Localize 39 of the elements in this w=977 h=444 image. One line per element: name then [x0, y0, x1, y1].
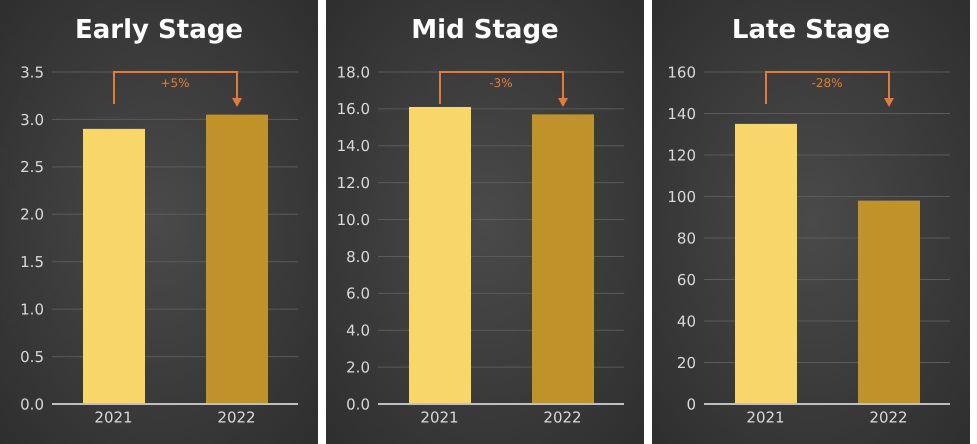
y-tick-label: 0 [686, 395, 696, 414]
y-tick-label: 8.0 [346, 248, 370, 266]
x-tick-label: 2021 [94, 408, 133, 427]
y-tick-label: 3.0 [20, 110, 44, 129]
y-tick-label: 1.5 [20, 253, 44, 272]
y-tick-label: 160 [667, 63, 696, 82]
annotation: +5% [159, 76, 191, 90]
x-tick-label: 2021 [420, 408, 459, 427]
y-tick-label: 16.0 [336, 100, 370, 118]
y-tick-label: 60 [676, 270, 696, 289]
y-tick-label: 20 [676, 354, 696, 372]
annotation: -28% [810, 76, 844, 90]
x-tick-label: 2022 [543, 408, 582, 427]
x-tick-label: 2022 [217, 408, 256, 427]
annotation: -3% [488, 76, 514, 90]
y-tick-label: 18.0 [336, 63, 370, 82]
y-tick-label: 10.0 [336, 210, 370, 229]
y-tick-label: 14.0 [336, 137, 370, 156]
y-tick-label: 3.5 [20, 63, 44, 82]
x-tick-label: 2021 [746, 408, 785, 427]
chart-title: Early Stage [74, 14, 244, 47]
chart-title: Mid Stage [410, 14, 560, 47]
y-tick-label: 120 [667, 146, 696, 164]
y-tick-label: 4.0 [346, 322, 370, 340]
y-tick-label: 40 [676, 312, 696, 330]
y-tick-label: 0.0 [346, 395, 370, 414]
y-tick-label: 2.0 [20, 206, 44, 224]
y-tick-label: 2.5 [20, 158, 44, 176]
y-tick-label: 2.0 [346, 358, 370, 376]
y-tick-label: 80 [676, 229, 696, 248]
y-tick-label: 100 [667, 188, 696, 206]
y-tick-label: 1.0 [20, 300, 44, 318]
y-tick-label: 0.0 [20, 395, 44, 414]
y-tick-label: 0.5 [20, 348, 44, 366]
chart-title: Late Stage [730, 14, 892, 47]
y-tick-label: 12.0 [336, 174, 370, 192]
y-tick-label: 6.0 [346, 284, 370, 303]
x-tick-label: 2022 [869, 408, 908, 427]
y-tick-label: 140 [667, 104, 696, 123]
